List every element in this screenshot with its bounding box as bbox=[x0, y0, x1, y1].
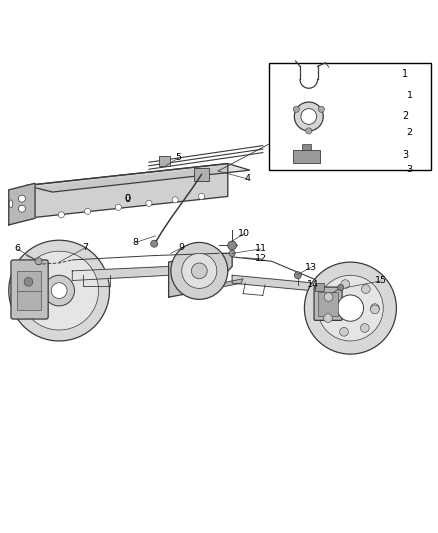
Circle shape bbox=[9, 240, 110, 341]
Bar bbox=[159, 156, 170, 166]
Text: 4: 4 bbox=[244, 174, 251, 183]
FancyBboxPatch shape bbox=[11, 260, 48, 319]
Polygon shape bbox=[210, 279, 243, 289]
Circle shape bbox=[191, 263, 207, 279]
Circle shape bbox=[151, 240, 158, 247]
Circle shape bbox=[340, 327, 349, 336]
Bar bbox=[269, 63, 431, 170]
Circle shape bbox=[338, 285, 344, 290]
Circle shape bbox=[171, 243, 228, 300]
Polygon shape bbox=[39, 167, 228, 192]
Circle shape bbox=[20, 251, 99, 330]
FancyBboxPatch shape bbox=[314, 287, 342, 320]
Polygon shape bbox=[232, 275, 315, 291]
Text: 6: 6 bbox=[14, 245, 21, 254]
Circle shape bbox=[371, 304, 379, 312]
Ellipse shape bbox=[9, 200, 13, 208]
Text: 9: 9 bbox=[179, 243, 185, 252]
Circle shape bbox=[341, 280, 350, 288]
Bar bbox=[318, 292, 338, 317]
Text: 1: 1 bbox=[402, 69, 408, 79]
Circle shape bbox=[304, 262, 396, 354]
Text: 0: 0 bbox=[124, 193, 130, 204]
Circle shape bbox=[18, 205, 25, 212]
Circle shape bbox=[115, 204, 121, 211]
Circle shape bbox=[58, 212, 64, 218]
Text: 10: 10 bbox=[238, 229, 251, 238]
Text: 13: 13 bbox=[305, 263, 317, 272]
Circle shape bbox=[360, 324, 369, 333]
Circle shape bbox=[306, 128, 312, 134]
Circle shape bbox=[294, 102, 323, 131]
Text: 2: 2 bbox=[406, 128, 413, 138]
Text: 2: 2 bbox=[402, 111, 408, 122]
Text: 11: 11 bbox=[254, 245, 267, 254]
Circle shape bbox=[18, 195, 25, 202]
Circle shape bbox=[85, 208, 91, 214]
Circle shape bbox=[324, 314, 332, 322]
Circle shape bbox=[294, 272, 301, 279]
Bar bbox=[315, 283, 324, 291]
Polygon shape bbox=[26, 164, 250, 192]
Circle shape bbox=[301, 109, 317, 124]
Circle shape bbox=[371, 305, 379, 314]
Circle shape bbox=[198, 193, 205, 199]
Text: 3: 3 bbox=[402, 150, 408, 160]
Text: 12: 12 bbox=[254, 254, 267, 263]
Circle shape bbox=[293, 106, 299, 112]
Circle shape bbox=[361, 285, 370, 294]
Circle shape bbox=[318, 275, 383, 341]
Bar bbox=[194, 168, 209, 181]
Text: 15: 15 bbox=[375, 277, 387, 286]
Polygon shape bbox=[26, 164, 228, 219]
Text: 8: 8 bbox=[133, 238, 139, 247]
Bar bbox=[17, 271, 41, 310]
Text: 3: 3 bbox=[406, 165, 413, 174]
Text: 14: 14 bbox=[307, 280, 319, 289]
Circle shape bbox=[24, 278, 33, 286]
Text: 1: 1 bbox=[406, 91, 413, 100]
Polygon shape bbox=[9, 183, 35, 225]
Circle shape bbox=[146, 200, 152, 206]
Circle shape bbox=[35, 258, 42, 265]
Circle shape bbox=[337, 295, 364, 321]
Circle shape bbox=[324, 293, 333, 301]
Text: 5: 5 bbox=[176, 154, 182, 163]
Circle shape bbox=[318, 106, 325, 112]
Polygon shape bbox=[72, 266, 169, 280]
Bar bbox=[293, 150, 320, 163]
Text: 7: 7 bbox=[82, 243, 88, 252]
Circle shape bbox=[172, 197, 178, 203]
Circle shape bbox=[51, 282, 67, 298]
Polygon shape bbox=[169, 253, 232, 297]
Bar bbox=[302, 144, 311, 150]
Circle shape bbox=[228, 241, 237, 250]
Text: 0: 0 bbox=[124, 194, 130, 203]
Circle shape bbox=[182, 253, 217, 288]
Circle shape bbox=[44, 275, 74, 306]
Circle shape bbox=[229, 251, 235, 256]
